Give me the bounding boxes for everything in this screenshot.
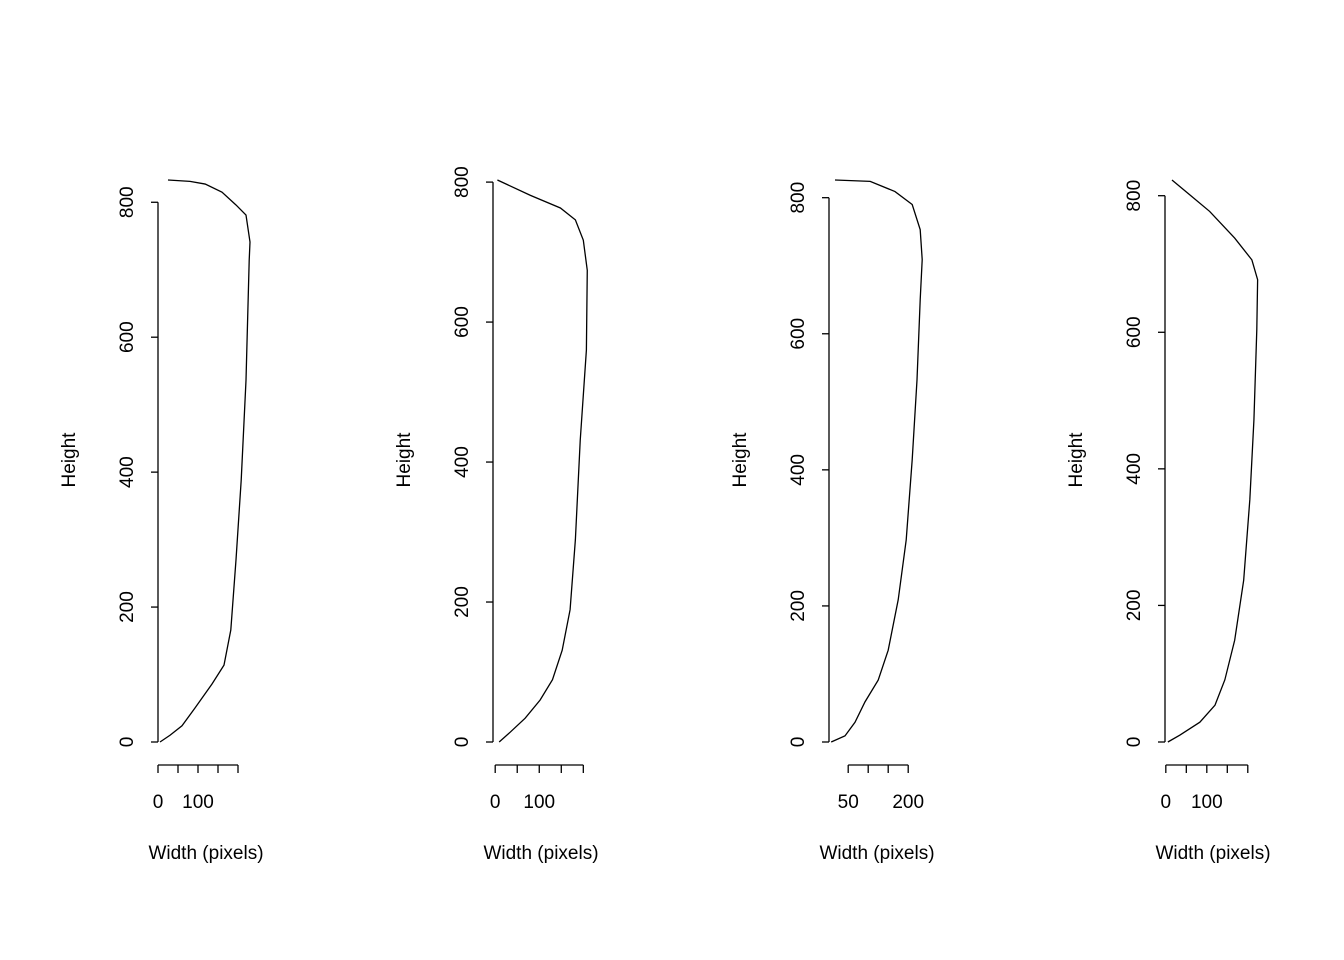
y-axis-label: Height — [730, 432, 751, 488]
y-tick-label: 600 — [1124, 316, 1145, 348]
y-tick-label: 400 — [117, 456, 138, 488]
x-tick-label: 100 — [182, 792, 214, 813]
y-tick-label: 800 — [117, 186, 138, 218]
y-tick-label: 200 — [452, 586, 473, 618]
x-axis-label: Width (pixels) — [483, 843, 598, 864]
y-tick-label: 800 — [452, 166, 473, 198]
x-tick-label: 100 — [1191, 792, 1223, 813]
y-tick-label: 600 — [117, 321, 138, 353]
x-tick-label: 100 — [523, 792, 555, 813]
y-tick-label: 800 — [1124, 180, 1145, 212]
y-tick-label: 400 — [1124, 453, 1145, 485]
y-tick-label: 0 — [1124, 737, 1145, 748]
x-axis-label: Width (pixels) — [819, 843, 934, 864]
y-axis-label: Height — [59, 432, 80, 488]
y-axis-label: Height — [1066, 432, 1087, 488]
y-tick-label: 200 — [1124, 590, 1145, 622]
y-axis-label: Height — [394, 432, 415, 488]
line — [159, 179, 251, 743]
y-tick-label: 200 — [117, 591, 138, 623]
y-tick-label: 400 — [452, 446, 473, 478]
y-tick-label: 0 — [788, 737, 809, 748]
y-tick-label: 0 — [117, 737, 138, 748]
line — [497, 179, 588, 743]
y-tick-label: 0 — [452, 737, 473, 748]
x-tick-label: 50 — [838, 792, 859, 813]
y-tick-label: 400 — [788, 454, 809, 486]
x-axis-label: Width (pixels) — [148, 843, 263, 864]
y-tick-label: 600 — [788, 318, 809, 350]
x-axis-label: Width (pixels) — [1155, 843, 1270, 864]
line — [1167, 179, 1259, 743]
y-tick-label: 200 — [788, 590, 809, 622]
y-tick-label: 600 — [452, 306, 473, 338]
y-tick-label: 800 — [788, 182, 809, 214]
line — [830, 179, 923, 743]
x-tick-label: 0 — [1161, 792, 1172, 813]
x-tick-label: 0 — [490, 792, 501, 813]
x-tick-label: 0 — [153, 792, 164, 813]
x-tick-label: 200 — [892, 792, 924, 813]
